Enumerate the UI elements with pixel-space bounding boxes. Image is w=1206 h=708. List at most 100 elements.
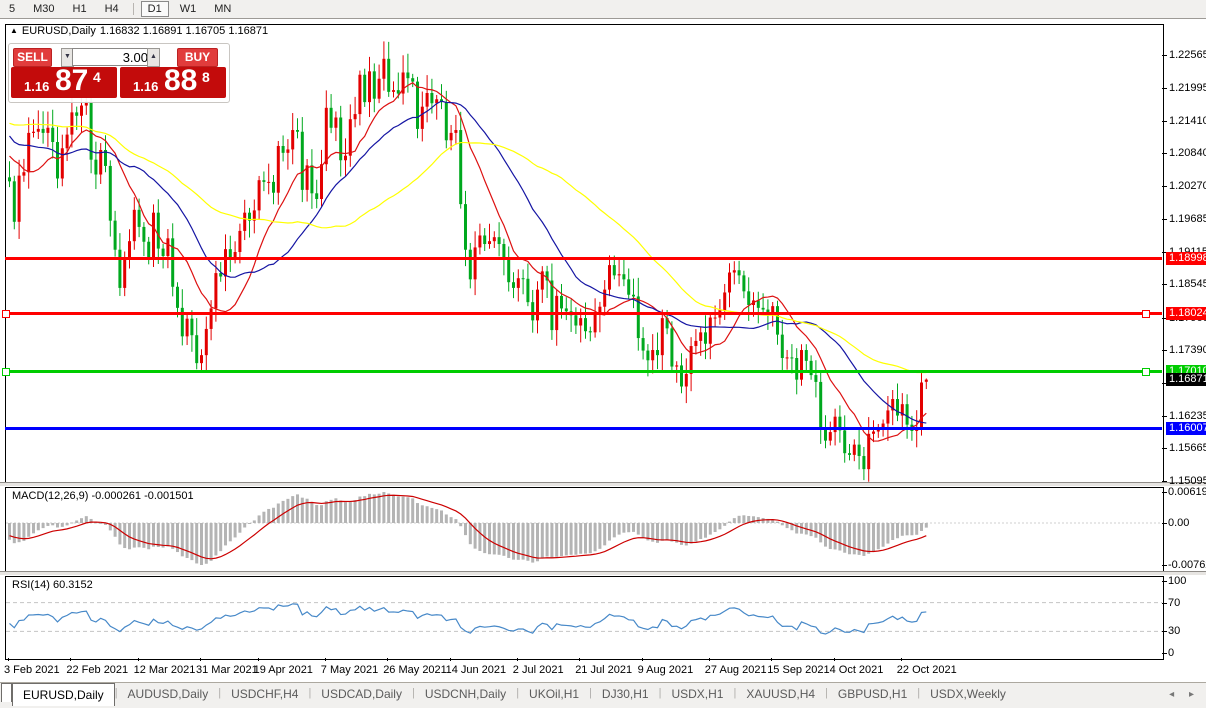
rsi-label: RSI(14) 60.3152 bbox=[12, 579, 93, 591]
timeframe-button-5[interactable]: 5 bbox=[9, 3, 16, 15]
tabs: EURUSD,Daily | AUDUSD,Daily | USDCHF,H4 | USDC… bbox=[12, 683, 1016, 706]
price-tick-label: 1.20270 bbox=[1169, 179, 1206, 192]
level-price-label: 1.16007 bbox=[1166, 422, 1206, 436]
macd-label: MACD(12,26,9) -0.000261 -0.001501 bbox=[12, 490, 194, 502]
rsi-tick-label: 0 bbox=[1168, 647, 1175, 659]
date-tick-mark bbox=[70, 658, 72, 661]
buy-button[interactable]: BUY bbox=[177, 48, 218, 67]
chart-tab-dj30-h1[interactable]: DJ30,H1 bbox=[601, 687, 649, 701]
rsi-tick-mark bbox=[1162, 602, 1167, 604]
chart-tab-usdx-weekly[interactable]: USDX,Weekly bbox=[930, 687, 1006, 701]
chart-ohlc-values: 1.16832 1.16891 1.16705 1.16871 bbox=[99, 25, 269, 37]
price-tick-label: 1.22565 bbox=[1169, 49, 1206, 62]
chart-tab-ukoil-h1[interactable]: UKOil,H1 bbox=[529, 687, 580, 701]
chart-title: ▲ EURUSD,Daily 1.16832 1.16891 1.16705 1… bbox=[10, 24, 268, 38]
price-tick-mark bbox=[1162, 350, 1167, 351]
level-line[interactable] bbox=[5, 312, 1162, 316]
bid-price-sup: 4 bbox=[93, 69, 101, 85]
panel-splitter[interactable] bbox=[0, 571, 1206, 576]
price-tick-mark bbox=[1162, 448, 1167, 450]
date-tick-mark bbox=[387, 658, 389, 661]
date-tick-mark bbox=[449, 658, 451, 661]
price-tick-label: 1.20840 bbox=[1169, 147, 1206, 160]
volume-input[interactable]: 3.00 bbox=[72, 48, 153, 66]
macd-tick-mark bbox=[1162, 492, 1167, 493]
volume-increase-button[interactable]: ▲ bbox=[147, 48, 160, 67]
rsi-panel-frame bbox=[5, 576, 1164, 660]
price-tick-label: 1.15095 bbox=[1169, 474, 1206, 487]
timeframe-button-w1[interactable]: W1 bbox=[179, 3, 197, 15]
tab-separator: | bbox=[114, 687, 118, 699]
chart-tab-usdx-h1[interactable]: USDX,H1 bbox=[671, 687, 724, 701]
date-tick-mark bbox=[8, 658, 9, 661]
date-tick-label: 2 Jul 2021 bbox=[512, 664, 564, 676]
date-tick-mark bbox=[771, 658, 773, 661]
panel-splitter[interactable] bbox=[0, 482, 1206, 487]
chart-tab-eurusd-daily[interactable]: EURUSD,Daily bbox=[12, 683, 115, 706]
chart-tab-xauusd-h4[interactable]: XAUUSD,H4 bbox=[746, 687, 816, 701]
macd-canvas[interactable] bbox=[6, 488, 1162, 569]
chart-tab-audusd-daily[interactable]: AUDUSD,Daily bbox=[127, 687, 209, 701]
date-tick-mark bbox=[257, 658, 259, 661]
chart-tab-usdcnh-daily[interactable]: USDCNH,Daily bbox=[424, 687, 507, 701]
timeframe-button-h4[interactable]: H4 bbox=[104, 3, 119, 15]
date-tick-label: 22 Oct 2021 bbox=[896, 664, 957, 676]
price-tick-mark bbox=[1162, 317, 1167, 319]
price-tick-mark bbox=[1162, 251, 1167, 253]
level-handle-right[interactable] bbox=[1142, 367, 1150, 376]
level-handle-right[interactable] bbox=[1142, 309, 1150, 318]
bid-price-box[interactable]: 1.16 87 4 bbox=[11, 64, 117, 98]
date-tick-label: 7 May 2021 bbox=[320, 664, 379, 676]
rsi-tick-mark bbox=[1162, 631, 1167, 633]
level-line[interactable] bbox=[5, 256, 1162, 260]
bid-price-big: 87 bbox=[55, 64, 89, 97]
price-tick-label: 1.17390 bbox=[1169, 344, 1206, 356]
tab-separator: | bbox=[516, 687, 520, 699]
tab-edge-stub bbox=[1, 683, 12, 702]
chart-tab-usdcad-daily[interactable]: USDCAD,Daily bbox=[321, 687, 402, 701]
price-chart-canvas[interactable] bbox=[6, 25, 1162, 482]
level-line[interactable] bbox=[5, 427, 1162, 431]
timeframe-button-m30[interactable]: M30 bbox=[33, 3, 55, 15]
sell-button[interactable]: SELL bbox=[13, 48, 52, 67]
macd-tick-label: 0.00 bbox=[1168, 517, 1190, 529]
date-tick-label: 31 Mar 2021 bbox=[196, 664, 258, 676]
level-handle-left[interactable] bbox=[2, 309, 10, 318]
rsi-tick-label: 70 bbox=[1168, 596, 1181, 609]
timeframe-toolbar: 5 M30 H1 H4 D1 W1 MN bbox=[0, 0, 1206, 19]
price-tick-mark bbox=[1162, 382, 1167, 384]
price-tick-mark bbox=[1162, 219, 1167, 221]
date-tick-mark bbox=[516, 658, 518, 661]
tab-scroll-arrows[interactable]: ◂ ▸ bbox=[1169, 689, 1200, 700]
rsi-canvas[interactable] bbox=[6, 577, 1162, 657]
price-tick-mark bbox=[1162, 120, 1167, 122]
macd-tick-label: -0.00762 bbox=[1168, 559, 1206, 571]
level-handle-left[interactable] bbox=[2, 367, 10, 376]
date-tick-label: 19 Apr 2021 bbox=[253, 664, 313, 676]
chart-tab-usdchf-h4[interactable]: USDCHF,H4 bbox=[231, 687, 299, 701]
price-tick-label: 1.21995 bbox=[1169, 81, 1206, 94]
price-tick-label: 1.18545 bbox=[1169, 278, 1206, 291]
date-tick-label: 15 Sep 2021 bbox=[767, 664, 830, 676]
date-tick-label: 9 Aug 2021 bbox=[637, 664, 694, 676]
price-tick-mark bbox=[1162, 55, 1167, 57]
level-line[interactable] bbox=[5, 370, 1162, 374]
price-tick-mark bbox=[1162, 284, 1167, 286]
date-tick-mark bbox=[579, 658, 581, 661]
one-click-collapse-icon[interactable]: ▲ bbox=[10, 26, 18, 35]
rsi-tick-mark bbox=[1162, 581, 1167, 582]
timeframe-button-d1[interactable]: D1 bbox=[140, 1, 169, 17]
date-tick-mark bbox=[900, 658, 902, 661]
chart-tab-gbpusd-h1[interactable]: GBPUSD,H1 bbox=[837, 687, 908, 701]
date-tick-label: 12 Mar 2021 bbox=[133, 664, 196, 676]
date-tick-mark bbox=[137, 658, 139, 661]
chart-symbol-period: EURUSD,Daily bbox=[21, 25, 96, 37]
timeframe-button-mn[interactable]: MN bbox=[214, 3, 232, 15]
macd-tick-mark bbox=[1162, 523, 1167, 524]
ask-price-box[interactable]: 1.16 88 8 bbox=[120, 64, 226, 98]
tab-separator: | bbox=[589, 687, 592, 699]
macd-tick-label: 0.006193 bbox=[1168, 486, 1206, 498]
tab-separator: | bbox=[825, 687, 828, 699]
price-tick-mark bbox=[1162, 480, 1167, 482]
timeframe-button-h1[interactable]: H1 bbox=[72, 3, 87, 15]
